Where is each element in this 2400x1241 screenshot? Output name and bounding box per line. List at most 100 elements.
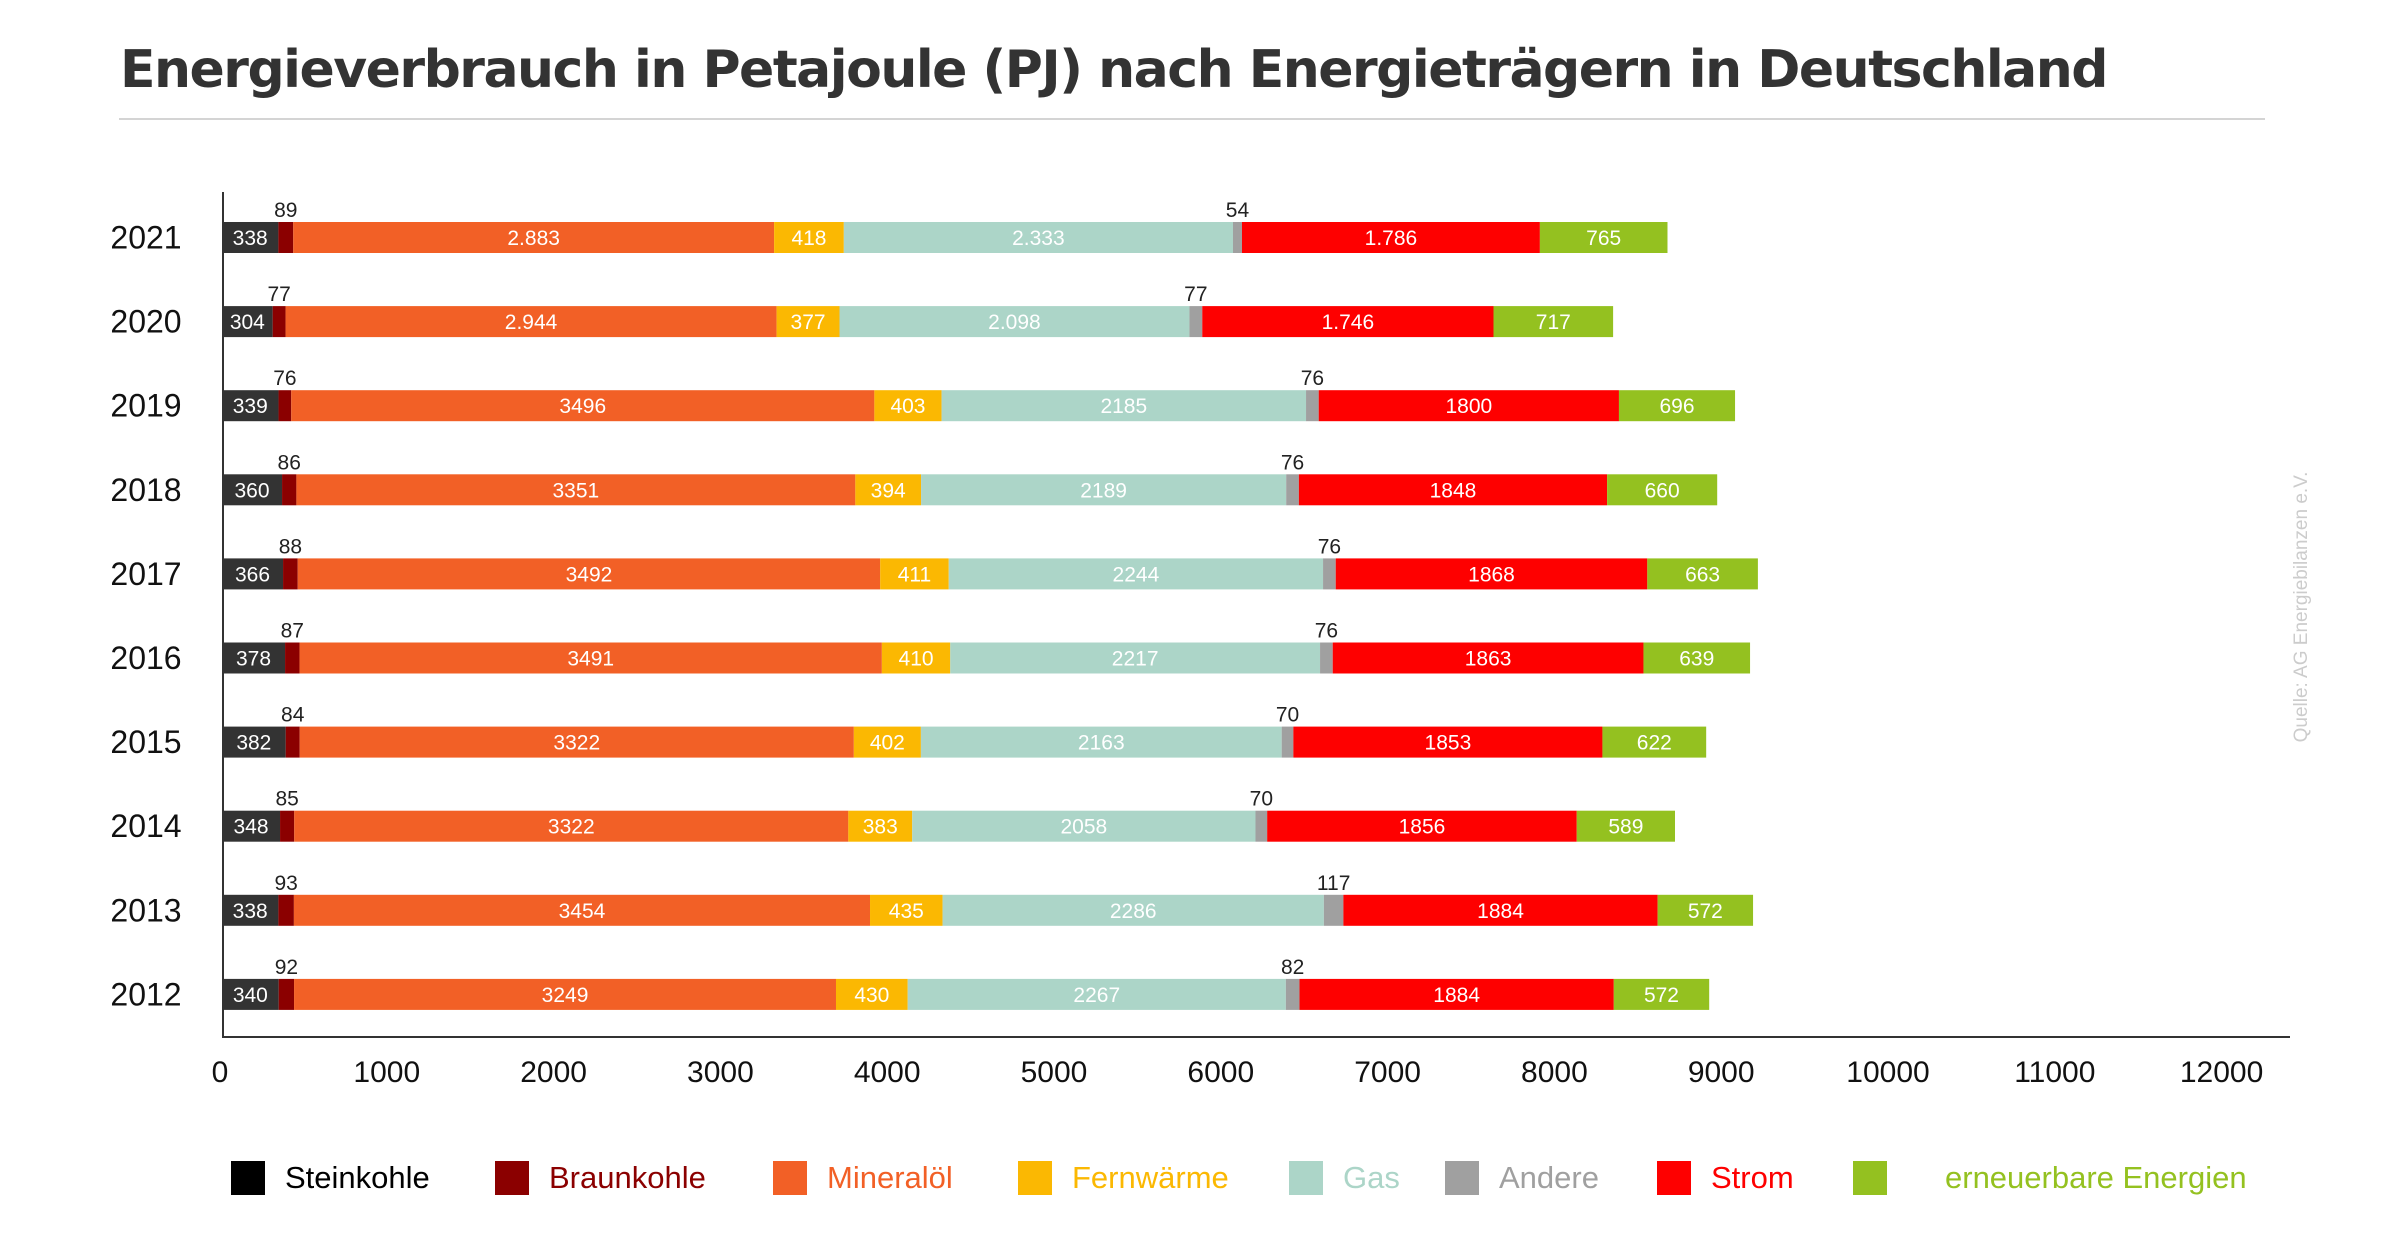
data-label: 3351 <box>553 479 600 502</box>
legend-item: Andere <box>1445 1160 1599 1196</box>
legend-item: Steinkohle <box>231 1160 430 1196</box>
data-label: 87 <box>281 620 304 643</box>
bar-segment-fernw-rme <box>870 894 943 926</box>
data-label: 76 <box>1301 367 1324 390</box>
data-label: 360 <box>235 479 270 502</box>
bar-segment-fernw-rme <box>880 558 949 590</box>
data-label: 82 <box>1281 956 1304 979</box>
bar-segment-gas <box>950 642 1321 674</box>
data-label: 765 <box>1586 227 1621 250</box>
legend-item: Mineralöl <box>773 1160 953 1196</box>
bar-segment-mineral-l <box>291 390 875 422</box>
bar-segment-braunkohle <box>278 894 294 926</box>
data-label: 663 <box>1685 563 1720 586</box>
bar-segment-andere <box>1306 390 1319 422</box>
bar-segment-braunkohle <box>280 810 295 842</box>
data-label: 1856 <box>1399 816 1446 839</box>
bar-segment-erneuerbare-energien <box>1539 222 1668 253</box>
bar-segment-erneuerbare-energien <box>1607 474 1718 506</box>
bar-segment-fernw-rme <box>848 810 913 842</box>
x-tick-labels: 0 1000 2000 3000 4000 5000 6000 7000 8000 9000 100… <box>212 1056 2264 1089</box>
bar-segment-strom <box>1318 390 1619 422</box>
data-label: 411 <box>898 563 931 586</box>
legend-swatch <box>1657 1161 1691 1195</box>
title-divider <box>119 118 2265 120</box>
bar-segment-steinkohle <box>222 222 279 253</box>
x-tick-label: 12000 <box>2180 1056 2263 1089</box>
year-label: 2020 <box>110 304 181 340</box>
chart-title: Energieverbrauch in Petajoule (PJ) nach … <box>120 40 2109 100</box>
data-label: 366 <box>235 563 270 586</box>
bar-segment-fernw-rme <box>874 390 942 422</box>
data-label: 696 <box>1659 395 1694 418</box>
data-label: 339 <box>233 395 268 418</box>
data-label: 1884 <box>1477 900 1524 923</box>
bar-segment-erneuerbare-energien <box>1493 306 1614 338</box>
bar-segment-fernw-rme <box>853 726 921 758</box>
legend-label: Gas <box>1343 1160 1400 1195</box>
data-label: 70 <box>1250 788 1273 811</box>
bar-segment-mineral-l <box>299 726 854 758</box>
legend-swatch <box>1853 1161 1887 1195</box>
data-label: 1868 <box>1468 563 1515 586</box>
x-tick-label: 6000 <box>1187 1056 1254 1089</box>
year-labels: 2021 2020 2019 2018 2017 2016 2015 2014 2013 2012 <box>110 220 181 1013</box>
bar-segment-strom <box>1241 222 1540 253</box>
data-label: 435 <box>889 900 924 923</box>
x-tick-label: 4000 <box>854 1056 921 1089</box>
legend-swatch <box>495 1161 529 1195</box>
x-tick-label: 5000 <box>1021 1056 1088 1089</box>
data-label: 430 <box>854 984 889 1007</box>
data-label: 410 <box>899 648 934 671</box>
bar-segment-andere <box>1323 558 1336 590</box>
legend-label: Mineralöl <box>827 1160 953 1195</box>
data-label: 378 <box>236 648 271 671</box>
data-label: 2267 <box>1073 984 1120 1007</box>
data-label: 2185 <box>1100 395 1147 418</box>
source-note: Quelle: AG Energiebilanzen e.V. <box>2291 471 2312 743</box>
bar-segment-steinkohle <box>222 642 286 674</box>
year-label: 2013 <box>110 892 181 928</box>
bar-segment-mineral-l <box>297 558 881 590</box>
bar-segment-braunkohle <box>272 306 286 338</box>
data-label: 70 <box>1276 704 1299 727</box>
bar-segment-strom <box>1298 474 1608 506</box>
data-label: 338 <box>233 900 268 923</box>
bar-segment-erneuerbare-energien <box>1618 390 1736 422</box>
legend-swatch <box>231 1161 265 1195</box>
x-tick-label: 1000 <box>353 1056 420 1089</box>
data-label: 76 <box>273 367 296 390</box>
data-label: 572 <box>1688 900 1723 923</box>
data-label: 2189 <box>1080 479 1127 502</box>
x-tick-label: 8000 <box>1521 1056 1588 1089</box>
bar-segment-braunkohle <box>285 642 300 674</box>
data-label: 2.098 <box>988 311 1041 334</box>
bar-segment-andere <box>1285 978 1300 1010</box>
data-label: 2286 <box>1110 900 1157 923</box>
legend-item: Strom <box>1657 1160 1794 1196</box>
data-label: 377 <box>791 311 826 334</box>
data-label: 3496 <box>559 395 606 418</box>
data-label: 348 <box>233 816 268 839</box>
data-label: 88 <box>279 535 302 558</box>
bar-segment-strom <box>1343 894 1658 926</box>
bar-segment-mineral-l <box>293 894 871 926</box>
bar-segment-andere <box>1255 810 1268 842</box>
data-label: 77 <box>267 283 290 306</box>
bar-segment-strom <box>1293 726 1603 758</box>
data-label: 76 <box>1318 535 1341 558</box>
bars-layer <box>222 222 1758 1010</box>
x-tick-label: 9000 <box>1688 1056 1755 1089</box>
bar-segment-fernw-rme <box>835 978 908 1010</box>
bar-segment-gas <box>942 894 1324 926</box>
data-label: 117 <box>1317 872 1350 895</box>
bar-segment-gas <box>921 474 1287 506</box>
year-label: 2018 <box>110 472 181 508</box>
data-label: 3322 <box>548 816 595 839</box>
bar-segment-andere <box>1286 474 1299 506</box>
bar-segment-gas <box>907 978 1286 1010</box>
data-label: 1863 <box>1465 648 1512 671</box>
legend-item: Fernwärme <box>1018 1160 1229 1196</box>
